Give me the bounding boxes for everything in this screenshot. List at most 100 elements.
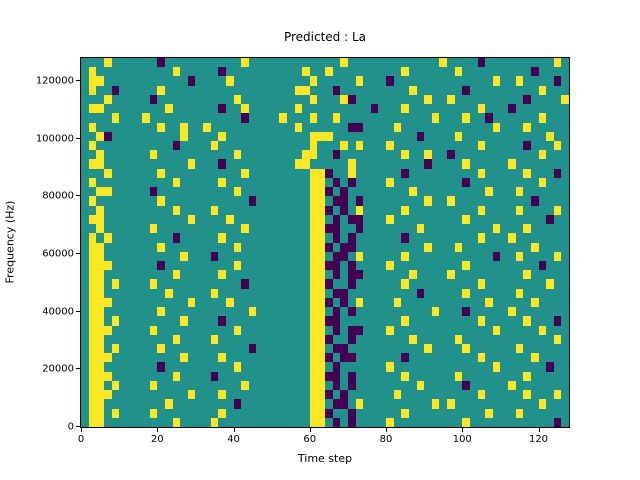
heatmap-cell: [538, 325, 547, 335]
heatmap-cell: [492, 362, 501, 372]
heatmap-cell: [370, 187, 379, 197]
heatmap-cell: [515, 224, 524, 234]
heatmap-cell: [477, 122, 486, 132]
heatmap-cell: [347, 141, 356, 151]
heatmap-cell: [546, 288, 554, 298]
heatmap-cell: [340, 260, 348, 271]
heatmap-cell: [340, 85, 348, 95]
heatmap-cell: [500, 177, 508, 188]
heatmap-cell: [180, 297, 188, 308]
heatmap-cell: [126, 104, 135, 114]
heatmap-cell: [218, 224, 226, 234]
heatmap-cell: [477, 233, 486, 243]
heatmap-cell: [126, 242, 135, 252]
x-tick-label: 120: [528, 434, 549, 445]
heatmap-cell: [515, 205, 524, 215]
heatmap-cell: [370, 159, 379, 169]
heatmap-cell: [408, 316, 417, 326]
heatmap-cell: [454, 58, 463, 68]
heatmap-cell: [225, 159, 234, 169]
y-tick-mark: [76, 137, 80, 139]
heatmap-cell: [424, 94, 432, 105]
heatmap-cell: [523, 417, 531, 427]
heatmap-cell: [96, 279, 104, 289]
heatmap-cell: [469, 214, 478, 225]
heatmap-cell: [492, 279, 501, 289]
heatmap-cell: [248, 131, 257, 142]
heatmap-cell: [210, 371, 219, 381]
heatmap-cell: [149, 390, 158, 400]
heatmap-cell: [523, 270, 531, 280]
heatmap-cell: [416, 251, 425, 261]
heatmap-cell: [81, 67, 89, 77]
heatmap-cell: [332, 417, 341, 427]
heatmap-cell: [126, 251, 135, 261]
heatmap-cell: [546, 242, 554, 252]
heatmap-cell: [88, 288, 97, 298]
heatmap-cell: [347, 58, 356, 68]
heatmap-cell: [248, 150, 257, 160]
heatmap-cell: [553, 58, 562, 68]
heatmap-cell: [172, 168, 181, 178]
heatmap-cell: [172, 94, 181, 105]
heatmap-cell: [416, 224, 425, 234]
heatmap-cell: [462, 187, 470, 197]
heatmap-cell: [180, 260, 188, 271]
heatmap-cell: [96, 94, 104, 105]
heatmap-cell: [142, 362, 150, 372]
heatmap-cell: [218, 362, 226, 372]
heatmap-cell: [187, 316, 196, 326]
heatmap-cell: [332, 270, 341, 280]
heatmap-cell: [469, 307, 478, 317]
heatmap-cell: [546, 343, 554, 354]
heatmap-cell: [408, 150, 417, 160]
heatmap-cell: [317, 417, 325, 427]
heatmap-cell: [157, 390, 165, 400]
heatmap-cell: [332, 353, 341, 363]
heatmap-cell: [546, 297, 554, 308]
heatmap-cell: [294, 242, 303, 252]
heatmap-cell: [203, 399, 211, 409]
heatmap-cell: [302, 353, 310, 363]
heatmap-cell: [172, 307, 181, 317]
heatmap-cell: [424, 187, 432, 197]
heatmap-cell: [225, 224, 234, 234]
heatmap-cell: [149, 233, 158, 243]
heatmap-cell: [126, 141, 135, 151]
heatmap-cell: [149, 196, 158, 206]
heatmap-cell: [393, 242, 402, 252]
heatmap-cell: [523, 122, 531, 132]
heatmap-cell: [195, 76, 203, 86]
heatmap-cell: [119, 150, 127, 160]
heatmap-cell: [393, 122, 402, 132]
heatmap-cell: [241, 94, 249, 105]
heatmap-cell: [401, 94, 409, 105]
heatmap-cell: [492, 113, 501, 123]
heatmap-cell: [119, 251, 127, 261]
heatmap-cell: [218, 390, 226, 400]
heatmap-cell: [286, 371, 295, 381]
heatmap-cell: [286, 141, 295, 151]
heatmap-cell: [386, 159, 394, 169]
heatmap-cell: [325, 408, 333, 418]
heatmap-cell: [225, 205, 234, 215]
heatmap-cell: [431, 150, 440, 160]
heatmap-cell: [233, 270, 242, 280]
heatmap-cell: [439, 362, 447, 372]
heatmap-cell: [225, 334, 234, 344]
heatmap-cell: [431, 334, 440, 344]
heatmap-cell: [378, 260, 386, 271]
heatmap-cell: [462, 58, 470, 68]
heatmap-cell: [439, 417, 447, 427]
heatmap-cell: [164, 297, 173, 308]
heatmap-cell: [553, 380, 562, 391]
heatmap-cell: [142, 196, 150, 206]
heatmap-cell: [546, 177, 554, 188]
heatmap-cell: [96, 390, 104, 400]
heatmap-cell: [447, 251, 455, 261]
heatmap-cell: [393, 150, 402, 160]
heatmap-cell: [340, 343, 348, 354]
heatmap-cell: [302, 251, 310, 261]
heatmap-cell: [164, 270, 173, 280]
heatmap-cell: [164, 408, 173, 418]
